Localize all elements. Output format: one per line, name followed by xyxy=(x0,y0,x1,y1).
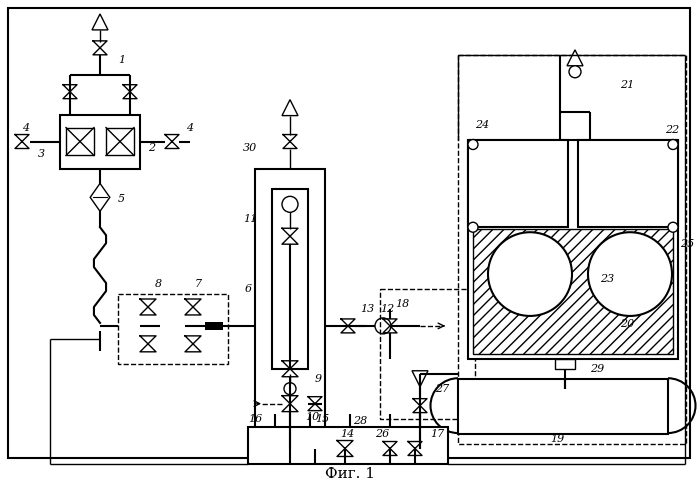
Circle shape xyxy=(668,222,678,232)
Text: 9: 9 xyxy=(315,374,322,384)
Circle shape xyxy=(468,222,478,232)
Circle shape xyxy=(668,140,678,150)
Text: 18: 18 xyxy=(395,299,409,309)
Text: 4: 4 xyxy=(186,123,193,132)
Text: 23: 23 xyxy=(600,274,615,284)
Polygon shape xyxy=(90,184,110,211)
Polygon shape xyxy=(412,371,428,387)
Text: 10: 10 xyxy=(305,412,319,422)
Text: 12: 12 xyxy=(380,304,394,314)
Text: 19: 19 xyxy=(550,434,564,443)
Bar xyxy=(118,294,228,364)
Bar xyxy=(205,322,223,330)
Text: Фиг. 1: Фиг. 1 xyxy=(325,468,375,482)
Text: 26: 26 xyxy=(375,428,389,439)
Text: 28: 28 xyxy=(353,415,368,426)
Text: 7: 7 xyxy=(195,279,202,289)
Text: 4: 4 xyxy=(22,123,29,132)
Text: 5: 5 xyxy=(118,194,125,204)
Text: 29: 29 xyxy=(590,364,604,374)
Text: 6: 6 xyxy=(245,284,252,294)
Bar xyxy=(248,426,448,465)
Text: 3: 3 xyxy=(38,149,45,159)
Bar xyxy=(66,128,94,156)
Bar xyxy=(272,189,308,369)
Text: 8: 8 xyxy=(155,279,162,289)
Bar xyxy=(468,140,678,359)
Text: 2: 2 xyxy=(148,142,155,153)
Text: 22: 22 xyxy=(665,125,679,135)
Text: 30: 30 xyxy=(243,142,258,153)
Bar xyxy=(328,440,354,451)
Circle shape xyxy=(588,232,672,316)
Text: 20: 20 xyxy=(620,319,634,329)
Polygon shape xyxy=(92,14,108,30)
Bar xyxy=(458,55,686,443)
Circle shape xyxy=(284,383,296,395)
Bar xyxy=(380,289,475,419)
Text: 11: 11 xyxy=(243,214,258,224)
Text: 16: 16 xyxy=(248,413,262,424)
Bar xyxy=(473,229,673,354)
Text: 21: 21 xyxy=(620,80,634,90)
Polygon shape xyxy=(282,99,298,115)
Text: 15: 15 xyxy=(315,413,329,424)
Bar xyxy=(60,114,140,170)
Text: 25: 25 xyxy=(680,239,694,249)
Bar xyxy=(255,170,325,449)
Text: 1: 1 xyxy=(118,55,125,65)
Bar xyxy=(458,379,668,434)
Circle shape xyxy=(488,232,572,316)
Text: 17: 17 xyxy=(430,428,444,439)
Bar xyxy=(578,140,678,227)
Circle shape xyxy=(468,140,478,150)
Bar xyxy=(106,128,134,156)
Text: 14: 14 xyxy=(340,428,354,439)
Circle shape xyxy=(375,318,391,334)
Text: 24: 24 xyxy=(475,120,489,129)
Circle shape xyxy=(569,66,581,78)
Text: 13: 13 xyxy=(360,304,374,314)
Polygon shape xyxy=(567,50,583,66)
Text: 27: 27 xyxy=(435,384,449,394)
Circle shape xyxy=(282,197,298,213)
Bar xyxy=(468,140,568,227)
Bar xyxy=(555,359,575,369)
